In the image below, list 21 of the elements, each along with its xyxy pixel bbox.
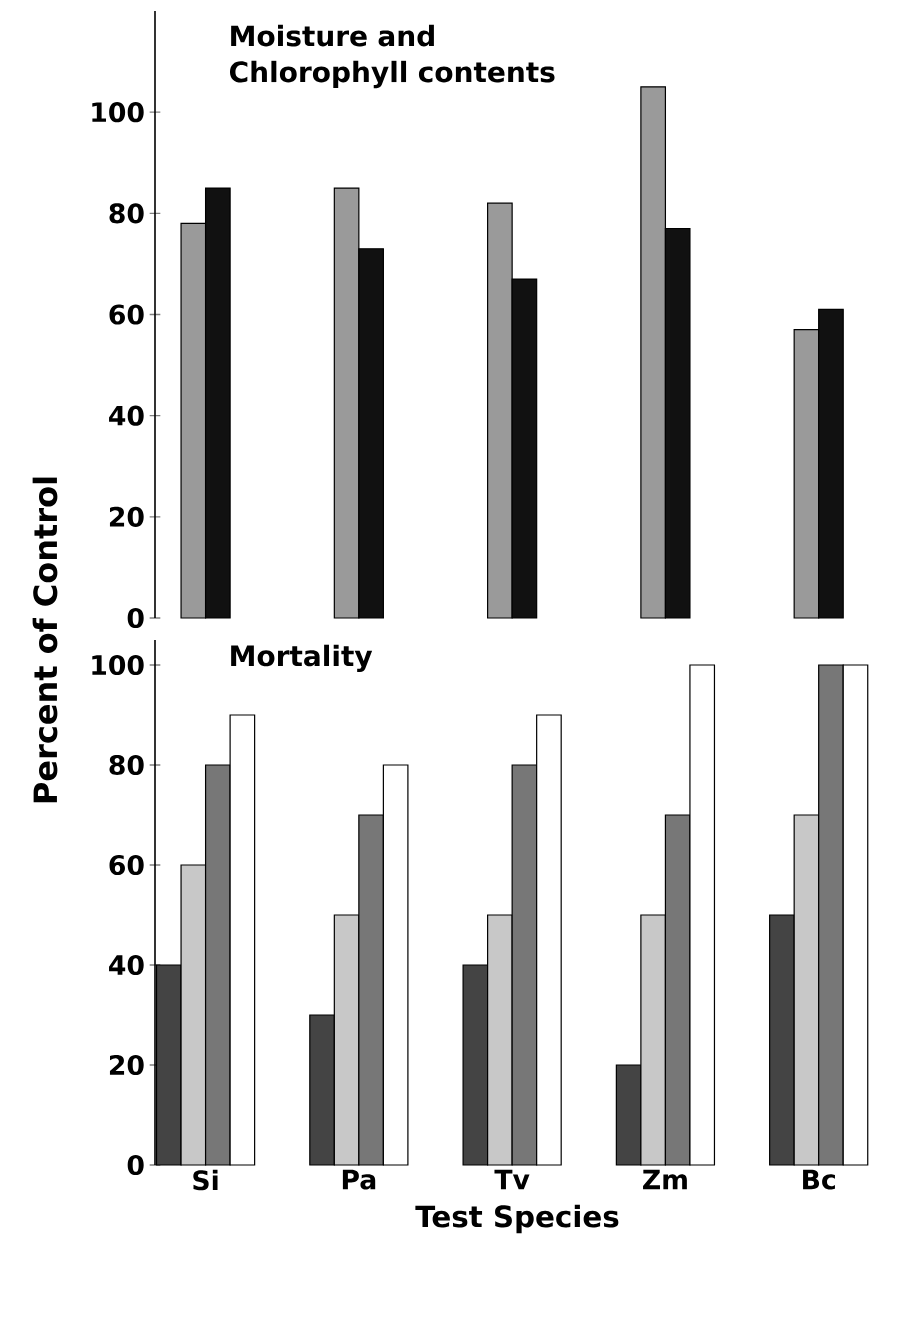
chart-title: Mortality (231, 644, 373, 673)
y-tick-label: 40 (109, 405, 144, 426)
x-tick-label: Pa (342, 1169, 376, 1190)
y-tick-label: 40 (109, 954, 144, 976)
x-tick-label: Si (193, 1169, 218, 1191)
y-tick-label: 0 (127, 1154, 144, 1176)
y-tick-label: 80 (109, 754, 144, 776)
y-tick-label: 60 (109, 304, 144, 325)
x-tick-label: Zm (643, 1169, 687, 1190)
y-axis-title: Percent of Control (32, 477, 58, 803)
y-tick-label: 20 (109, 1054, 144, 1076)
y-tick-label: 60 (109, 854, 144, 876)
text: Moisture and Chlorophyll contents (229, 24, 555, 89)
y-tick-label: 100 (92, 654, 144, 676)
x-tick-label: Bc (803, 1169, 835, 1190)
y-tick-label: 20 (109, 506, 144, 527)
y-tick-label: 0 (127, 607, 144, 629)
x-axis-title: Test Species (415, 1204, 619, 1234)
x-tick-label: Tv (494, 1169, 530, 1190)
y-tick-label: 100 (92, 102, 144, 123)
y-tick-label: 80 (109, 203, 144, 224)
